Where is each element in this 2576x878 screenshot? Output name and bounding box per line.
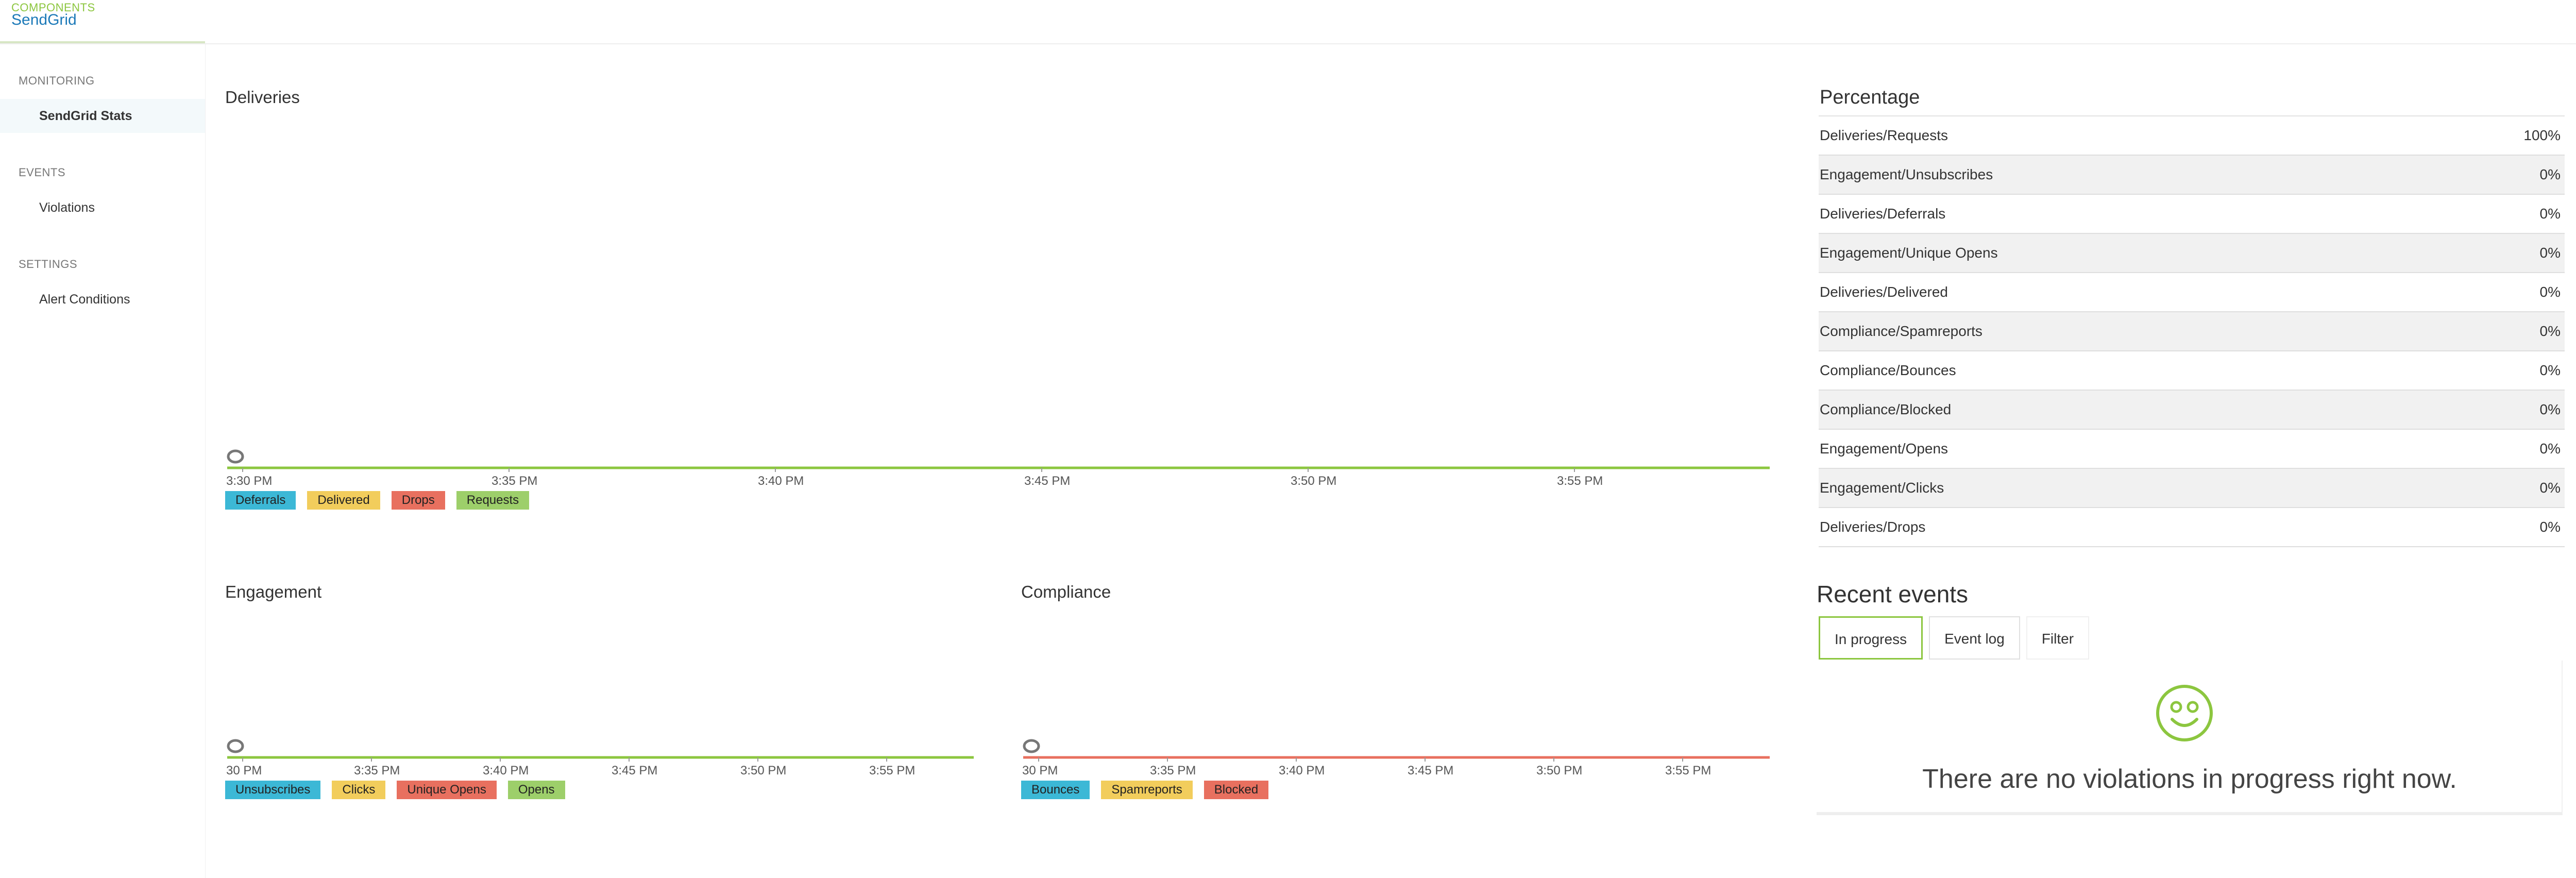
- percentage-label: Engagement/Unsubscribes: [1820, 166, 1993, 182]
- engagement-chart-title: Engagement: [225, 582, 322, 601]
- deliveries-legend: Deferrals Delivered Drops Requests: [225, 491, 530, 510]
- percentage-row: Deliveries/Requests 100%: [1819, 116, 2565, 156]
- compliance-chart-title: Compliance: [1021, 582, 1111, 601]
- deliveries-chart-title: Deliveries: [225, 88, 300, 107]
- deliveries-chart[interactable]: 3:30 PM 3:35 PM 3:40 PM 3:45 PM 3:50 PM 3:55 …: [225, 443, 1770, 489]
- top-bar: COMPONENTS SendGrid: [0, 0, 2576, 44]
- x-tick-label: 3:45 PM: [1408, 764, 1453, 778]
- percentage-value: 0%: [2539, 519, 2561, 535]
- percentage-label: Engagement/Clicks: [1820, 480, 1944, 496]
- recent-events-title: Recent events: [1817, 581, 1969, 607]
- percentage-value: 100%: [2523, 127, 2561, 143]
- legend-item-clicks[interactable]: Clicks: [332, 781, 386, 799]
- percentage-row: Engagement/Unique Opens 0%: [1819, 234, 2565, 273]
- sidebar-item-violations[interactable]: Violations: [39, 200, 95, 215]
- sidebar: MONITORING SendGrid Stats EVENTS Violati…: [0, 44, 206, 878]
- legend-item-blocked[interactable]: Blocked: [1204, 781, 1269, 799]
- compliance-chart[interactable]: 30 PM 3:35 PM 3:40 PM 3:45 PM 3:50 PM 3:55 PM: [1021, 733, 1770, 779]
- x-tick-label: 3:40 PM: [758, 474, 804, 488]
- sidebar-item-sendgrid-stats[interactable]: SendGrid Stats: [0, 99, 205, 133]
- x-tick-label: 3:40 PM: [1279, 764, 1325, 778]
- percentage-title: Percentage: [1820, 87, 1920, 108]
- percentage-value: 0%: [2539, 206, 2561, 222]
- x-tick-label: 3:45 PM: [612, 764, 657, 778]
- sidebar-item-alert-conditions[interactable]: Alert Conditions: [39, 292, 130, 307]
- legend-item-spamreports[interactable]: Spamreports: [1101, 781, 1193, 799]
- legend-item-opens[interactable]: Opens: [507, 781, 565, 799]
- x-tick-label: 3:30 PM: [226, 474, 272, 488]
- percentage-row: Compliance/Blocked 0%: [1819, 391, 2565, 430]
- compliance-legend: Bounces Spamreports Blocked: [1021, 781, 1269, 799]
- percentage-value: 0%: [2539, 401, 2561, 417]
- recent-events-tabs: In progress Event log Filter: [1819, 616, 2090, 660]
- percentage-value: 0%: [2539, 480, 2561, 496]
- x-tick-label: 30 PM: [226, 764, 262, 778]
- legend-item-unsubscribes[interactable]: Unsubscribes: [225, 781, 321, 799]
- smiley-icon: [2156, 685, 2213, 741]
- x-tick-label: 3:55 PM: [1665, 764, 1711, 778]
- percentage-row: Deliveries/Deferrals 0%: [1819, 195, 2565, 234]
- legend-item-unique-opens[interactable]: Unique Opens: [397, 781, 497, 799]
- sidebar-heading-events: EVENTS: [19, 166, 66, 179]
- legend-item-delivered[interactable]: Delivered: [307, 491, 380, 510]
- percentage-label: Deliveries/Drops: [1820, 519, 1926, 535]
- x-tick-label: 3:35 PM: [354, 764, 400, 778]
- percentage-label: Deliveries/Requests: [1820, 127, 1948, 143]
- x-tick-label: 3:50 PM: [740, 764, 786, 778]
- percentage-value: 0%: [2539, 284, 2561, 300]
- percentage-value: 0%: [2539, 441, 2561, 457]
- recent-events-body: There are no violations in progress righ…: [1817, 661, 2563, 815]
- x-tick-label: 3:55 PM: [869, 764, 915, 778]
- legend-item-requests[interactable]: Requests: [456, 491, 530, 510]
- percentage-row: Engagement/Clicks 0%: [1819, 469, 2565, 508]
- chart-range-handle[interactable]: [227, 739, 244, 753]
- percentage-row: Compliance/Spamreports 0%: [1819, 312, 2565, 351]
- x-tick-label: 3:40 PM: [483, 764, 529, 778]
- percentage-label: Engagement/Unique Opens: [1820, 245, 1998, 261]
- no-violations-message: There are no violations in progress righ…: [1922, 764, 2457, 794]
- brand[interactable]: COMPONENTS SendGrid: [0, 0, 205, 43]
- percentage-row: Engagement/Unsubscribes 0%: [1819, 156, 2565, 195]
- sidebar-heading-monitoring: MONITORING: [19, 74, 95, 87]
- sidebar-heading-settings: SETTINGS: [19, 258, 78, 271]
- percentage-label: Compliance/Blocked: [1820, 401, 1952, 417]
- x-tick-label: 3:35 PM: [492, 474, 537, 488]
- tab-event-log[interactable]: Event log: [1929, 616, 2020, 660]
- percentage-row: Deliveries/Drops 0%: [1819, 508, 2565, 547]
- engagement-legend: Unsubscribes Clicks Unique Opens Opens: [225, 781, 565, 799]
- x-tick-label: 3:50 PM: [1536, 764, 1582, 778]
- x-tick-label: 3:55 PM: [1557, 474, 1603, 488]
- percentage-row: Compliance/Bounces 0%: [1819, 351, 2565, 391]
- tab-filter[interactable]: Filter: [2026, 616, 2090, 660]
- x-tick-label: 3:50 PM: [1291, 474, 1336, 488]
- brand-name: SendGrid: [11, 11, 77, 28]
- engagement-chart[interactable]: 30 PM 3:35 PM 3:40 PM 3:45 PM 3:50 PM 3:55 PM: [225, 733, 974, 779]
- percentage-value: 0%: [2539, 166, 2561, 182]
- legend-item-bounces[interactable]: Bounces: [1021, 781, 1090, 799]
- x-tick-label: 3:45 PM: [1024, 474, 1070, 488]
- percentage-value: 0%: [2539, 323, 2561, 339]
- percentage-row: Deliveries/Delivered 0%: [1819, 273, 2565, 312]
- percentage-value: 0%: [2539, 362, 2561, 378]
- brand-supertitle: COMPONENTS: [11, 1, 95, 14]
- x-tick-label: 3:35 PM: [1150, 764, 1196, 778]
- percentage-label: Engagement/Opens: [1820, 441, 1948, 457]
- percentage-label: Compliance/Bounces: [1820, 362, 1956, 378]
- percentage-table: Deliveries/Requests 100% Engagement/Unsubs…: [1819, 115, 2565, 547]
- legend-item-deferrals[interactable]: Deferrals: [225, 491, 296, 510]
- chart-range-handle[interactable]: [227, 449, 244, 464]
- percentage-label: Deliveries/Delivered: [1820, 284, 1948, 300]
- legend-item-drops[interactable]: Drops: [391, 491, 445, 510]
- percentage-value: 0%: [2539, 245, 2561, 261]
- x-tick-label: 30 PM: [1022, 764, 1058, 778]
- chart-range-handle[interactable]: [1023, 739, 1040, 753]
- tab-in-progress[interactable]: In progress: [1819, 616, 1923, 660]
- percentage-label: Compliance/Spamreports: [1820, 323, 1982, 339]
- percentage-label: Deliveries/Deferrals: [1820, 206, 1946, 222]
- percentage-row: Engagement/Opens 0%: [1819, 430, 2565, 469]
